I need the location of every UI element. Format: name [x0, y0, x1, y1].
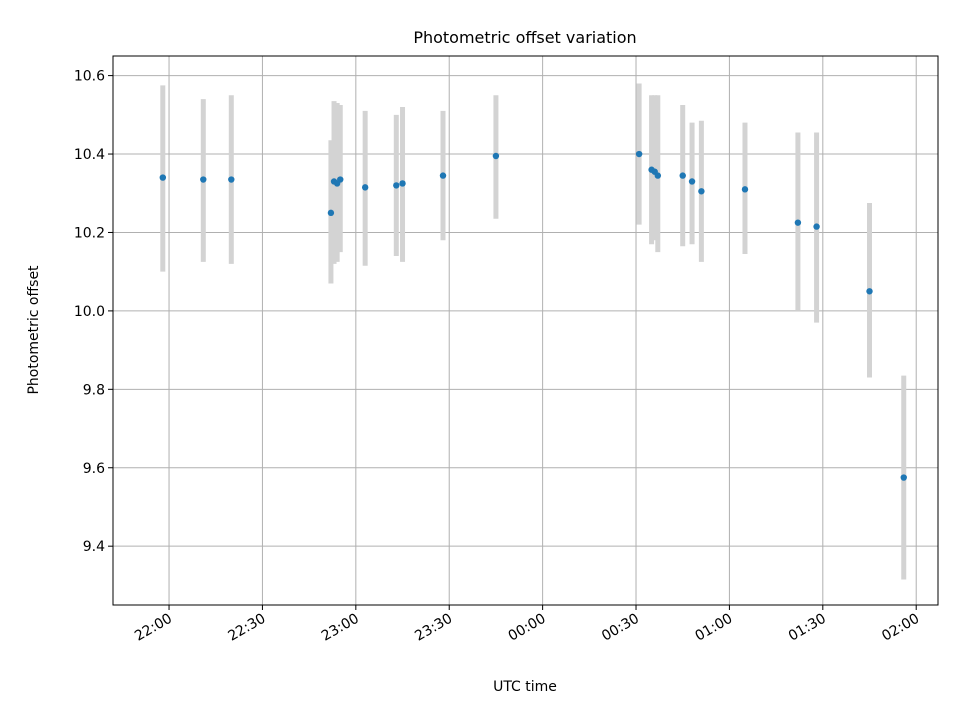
x-tick-label: 23:00	[319, 611, 362, 645]
y-tick-label: 10.6	[74, 69, 105, 85]
data-point	[635, 150, 643, 158]
data-point	[361, 184, 369, 191]
y-tick-label: 9.6	[83, 461, 105, 477]
y-tick-label: 10.4	[74, 147, 105, 163]
data-point	[679, 172, 686, 179]
x-tick-label: 01:30	[786, 611, 829, 645]
y-axis-label: Photometric offset	[26, 265, 42, 395]
x-tick-label: 22:30	[225, 611, 268, 645]
data-points	[159, 150, 907, 481]
data-point	[698, 188, 705, 195]
data-point	[337, 176, 344, 183]
data-point	[393, 182, 400, 189]
data-point	[813, 223, 820, 230]
data-point	[327, 209, 335, 217]
x-tick-label: 00:00	[506, 611, 549, 645]
data-point	[439, 172, 447, 179]
x-tick-label: 22:00	[132, 611, 175, 645]
data-point	[228, 176, 235, 183]
plot-frame	[112, 55, 939, 606]
error-bars	[160, 83, 907, 580]
x-axis-label: UTC time	[493, 679, 557, 695]
data-point	[741, 186, 749, 193]
data-point	[794, 219, 802, 226]
y-tick-label: 10.0	[74, 304, 105, 320]
data-point	[200, 176, 207, 183]
x-tick-label: 00:30	[599, 611, 642, 645]
data-point	[492, 152, 500, 160]
data-point	[866, 288, 873, 295]
grid	[113, 56, 938, 605]
y-axis-ticks: 9.4 9.6 9.8 10.0 10.2 10.4 10.6	[74, 69, 113, 555]
data-point	[688, 178, 696, 185]
data-point	[654, 172, 662, 179]
y-tick-label: 9.8	[83, 382, 105, 398]
x-tick-label: 02:00	[879, 611, 922, 645]
data-point	[399, 180, 406, 187]
data-point	[900, 474, 907, 481]
x-tick-label: 01:00	[692, 611, 735, 645]
y-tick-label: 10.2	[74, 225, 105, 241]
y-tick-label: 9.4	[83, 539, 105, 555]
x-tick-label: 23:30	[412, 611, 455, 645]
x-axis-ticks: 22:00 22:30 23:00 23:30 00:00 00:30 01:00 01:30…	[132, 605, 922, 645]
data-point	[159, 174, 167, 181]
chart-title: Photometric offset variation	[413, 28, 636, 47]
